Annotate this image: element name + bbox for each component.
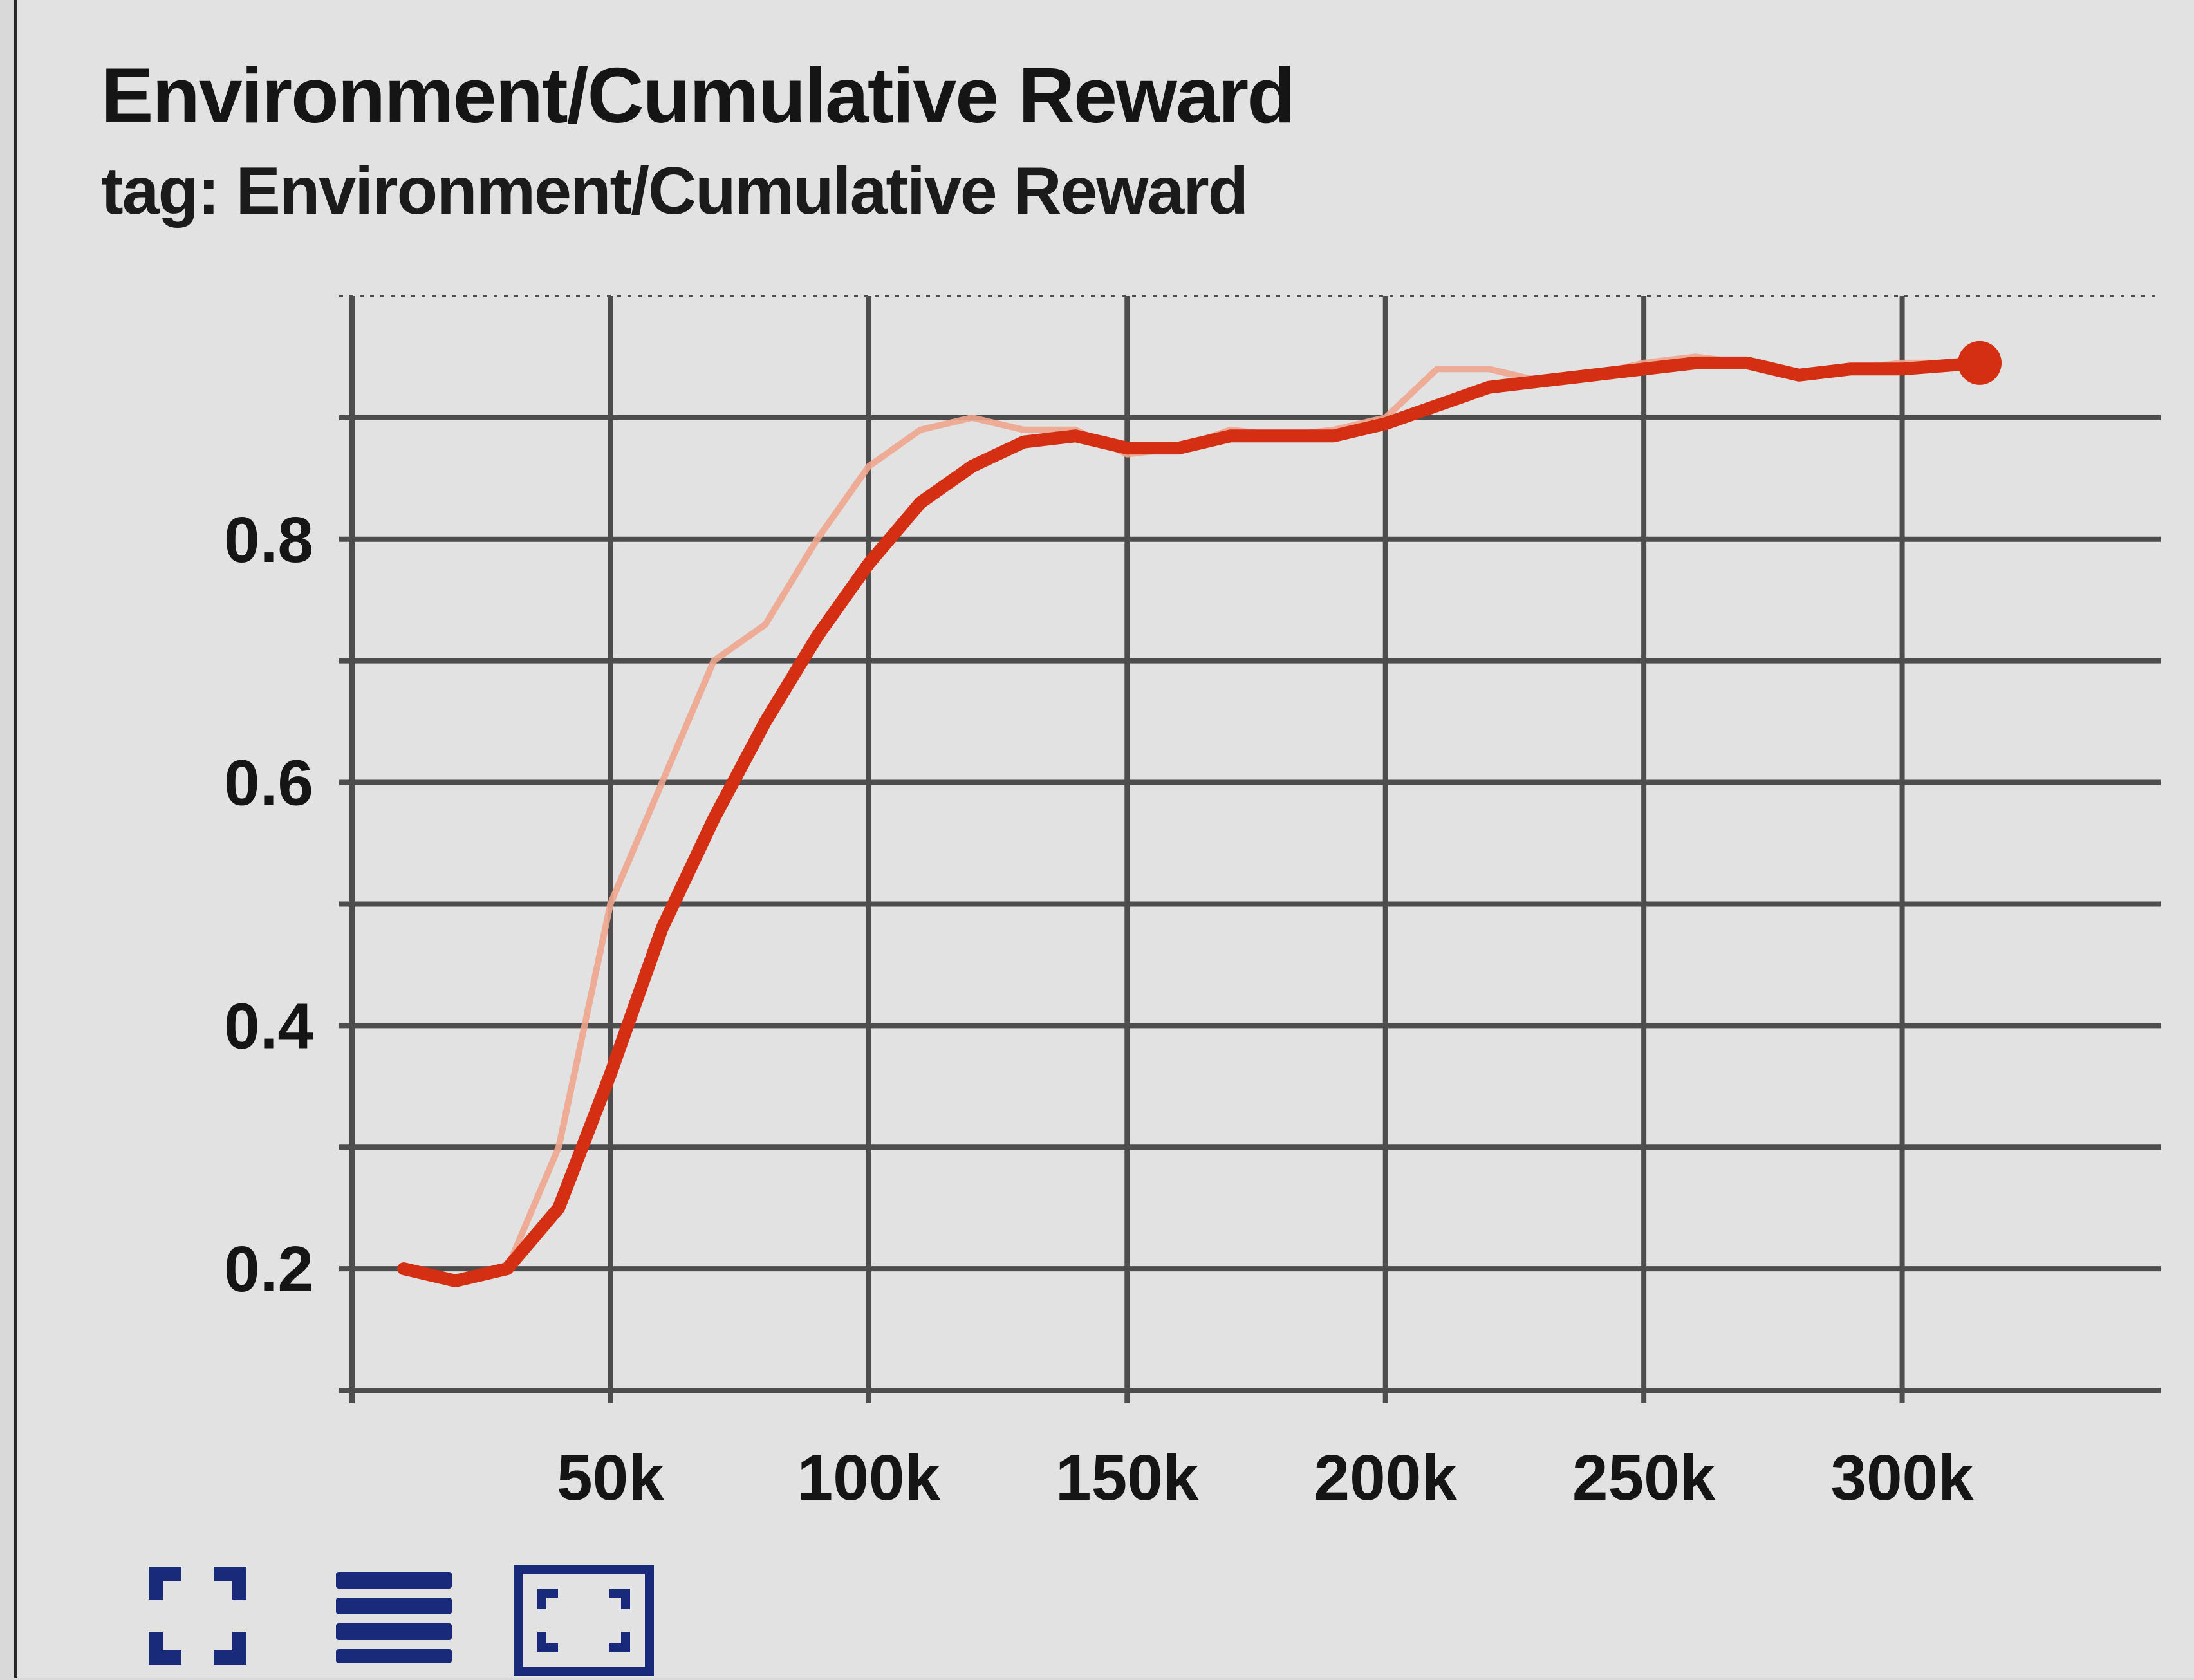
card-toolbar	[146, 1564, 725, 1680]
series-line-raw	[400, 353, 1983, 1284]
list-icon	[336, 1572, 452, 1663]
y-tick-label: 0.4	[224, 990, 313, 1062]
y-tick-label: 0.2	[224, 1233, 313, 1305]
series-line-smoothed	[397, 356, 1986, 1287]
x-tick-label: 50k	[557, 1442, 664, 1514]
expand-button[interactable]	[146, 1564, 249, 1670]
expand-icon	[149, 1567, 246, 1665]
y-tick-label: 0.6	[224, 747, 313, 819]
x-tick-label: 200k	[1314, 1442, 1457, 1514]
last-value-marker[interactable]	[1958, 341, 2002, 385]
x-tick-label: 300k	[1830, 1442, 1974, 1514]
x-tick-label: 100k	[797, 1442, 941, 1514]
chart-tag-subtitle: tag: Environment/Cumulative Reward	[101, 154, 1249, 229]
chart-grid	[339, 295, 2161, 1403]
x-tick-label: 250k	[1572, 1442, 1716, 1514]
x-axis-ticks: 50k 100k 150k 200k 250k 300k	[557, 1442, 1974, 1514]
y-tick-label: 0.8	[224, 504, 313, 576]
chart-lines	[397, 341, 2002, 1287]
chart-area[interactable]: 0.2 0.4 0.6 0.8 50k 100k 150k 200k 250k 300k	[17, 0, 2194, 1545]
chart-title: Environment/Cumulative Reward	[101, 51, 1296, 139]
x-tick-label: 150k	[1055, 1442, 1199, 1514]
y-axis-ticks: 0.2 0.4 0.6 0.8	[224, 504, 313, 1305]
fit-domain-button[interactable]	[513, 1564, 655, 1680]
chart-card: Environment/Cumulative Reward tag: Envir…	[14, 0, 2194, 1678]
toggle-log-scale-button[interactable]	[333, 1564, 455, 1670]
fit-domain-icon	[514, 1565, 654, 1676]
